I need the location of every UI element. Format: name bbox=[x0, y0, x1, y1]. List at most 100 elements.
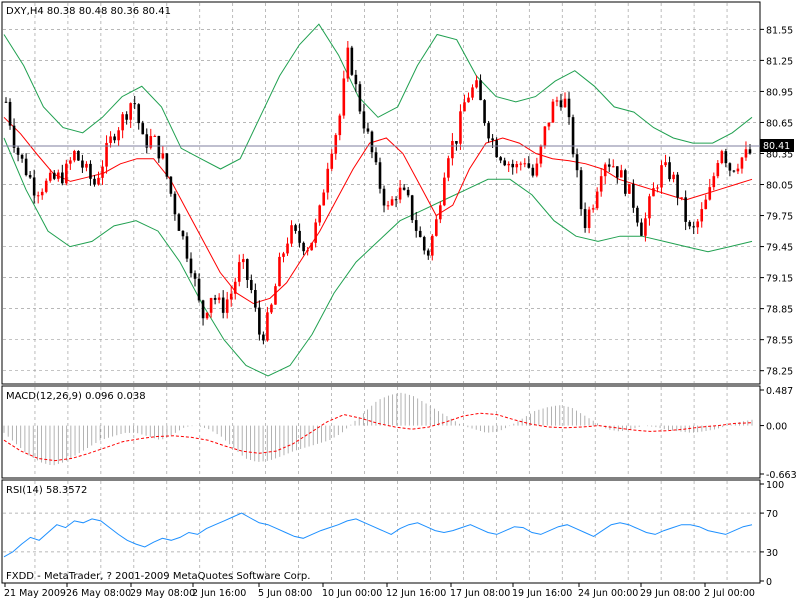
candle-body bbox=[652, 188, 655, 197]
x-tick-label: 29 May 08:00 bbox=[130, 588, 195, 599]
candle-body bbox=[310, 242, 313, 251]
y-tick-label: 78.85 bbox=[766, 305, 793, 316]
candle-body bbox=[322, 192, 326, 206]
candle-body bbox=[386, 205, 390, 207]
candle-body bbox=[406, 189, 410, 196]
y-tick-label: 100 bbox=[766, 480, 784, 491]
candle-body bbox=[708, 187, 712, 200]
candle-body bbox=[491, 138, 494, 141]
bollinger-upper-line bbox=[3, 23, 753, 170]
candle-body bbox=[282, 253, 285, 257]
candle-body bbox=[479, 80, 482, 101]
candle-body bbox=[358, 84, 362, 112]
moving-average bbox=[3, 116, 753, 305]
candle-body bbox=[137, 104, 141, 124]
candle-body bbox=[40, 191, 44, 196]
candle-body bbox=[56, 172, 60, 179]
x-tick-label: 10 Jun 00:00 bbox=[322, 588, 382, 599]
candle-body bbox=[36, 195, 40, 197]
candle-body bbox=[153, 135, 157, 137]
candle-body bbox=[318, 205, 321, 223]
candle-body bbox=[571, 117, 575, 155]
candle-body bbox=[483, 100, 486, 124]
candle-body bbox=[69, 160, 72, 164]
candle-body bbox=[93, 178, 96, 185]
candle-body bbox=[229, 293, 233, 300]
candle-body bbox=[113, 136, 116, 141]
candle-body bbox=[531, 167, 535, 176]
candle-body bbox=[426, 250, 430, 256]
candle-body bbox=[587, 209, 591, 228]
candle-body bbox=[551, 101, 555, 123]
x-tick-label: 5 Jun 08:00 bbox=[258, 588, 312, 599]
candle-body bbox=[696, 221, 700, 228]
candle-body bbox=[519, 163, 523, 165]
candle-body bbox=[101, 166, 104, 178]
candle-body bbox=[366, 128, 370, 132]
candle-body bbox=[688, 221, 691, 227]
y-tick-label: 80.35 bbox=[766, 149, 793, 160]
candle-body bbox=[250, 279, 253, 291]
candle-body bbox=[672, 174, 675, 180]
macd-pane[interactable] bbox=[1, 385, 761, 479]
candle-body bbox=[161, 153, 165, 159]
price-pane[interactable] bbox=[1, 1, 761, 385]
candle-body bbox=[125, 114, 128, 120]
candle-body bbox=[620, 170, 623, 178]
rsi-pane-title: RSI(14) 58.3572 bbox=[6, 485, 87, 496]
candle-body bbox=[559, 100, 563, 108]
candle-body bbox=[77, 150, 80, 161]
macd-signal-line bbox=[3, 412, 753, 462]
candle-body bbox=[422, 237, 426, 251]
candle-body bbox=[547, 122, 551, 127]
y-tick-label: 81.55 bbox=[766, 25, 793, 36]
candle-body bbox=[668, 162, 671, 180]
candle-body bbox=[684, 197, 687, 222]
candle-body bbox=[656, 187, 659, 189]
y-tick-label: 79.45 bbox=[766, 243, 793, 254]
candle-body bbox=[644, 218, 647, 236]
candle-body bbox=[615, 166, 619, 178]
candle-body bbox=[354, 74, 358, 85]
candle-body bbox=[736, 168, 740, 172]
moving-average-line bbox=[3, 116, 753, 305]
candle-body bbox=[591, 208, 595, 210]
copyright-text: FXDD - MetaTrader, ? 2001-2009 MetaQuote… bbox=[6, 571, 310, 582]
candle-body bbox=[85, 163, 88, 168]
candle-body bbox=[294, 225, 297, 231]
candle-body bbox=[503, 160, 506, 166]
candle-body bbox=[334, 135, 338, 154]
candle-body bbox=[173, 193, 177, 215]
candle-body bbox=[539, 145, 543, 164]
candle-body bbox=[439, 205, 442, 220]
candle-body bbox=[555, 100, 559, 102]
candle-body bbox=[338, 115, 342, 136]
candle-body bbox=[704, 199, 708, 210]
candle-body bbox=[374, 152, 378, 163]
candle-body bbox=[716, 163, 720, 177]
candle-body bbox=[575, 154, 579, 171]
candle-body bbox=[274, 286, 277, 305]
candle-body bbox=[435, 219, 438, 236]
candle-body bbox=[121, 114, 124, 131]
candle-body bbox=[676, 174, 679, 198]
macd-series bbox=[3, 392, 753, 466]
candle-body bbox=[603, 164, 607, 177]
candle-body bbox=[467, 97, 470, 103]
candle-body bbox=[567, 98, 571, 118]
candle-body bbox=[499, 157, 502, 161]
rsi-pane[interactable] bbox=[1, 479, 761, 584]
candle-body bbox=[133, 103, 136, 105]
candle-body bbox=[748, 149, 752, 154]
candle-body bbox=[169, 176, 173, 194]
candle-body bbox=[595, 191, 599, 209]
candle-body bbox=[535, 163, 539, 176]
candle-body bbox=[402, 187, 406, 190]
candle-body bbox=[266, 312, 269, 341]
candle-body bbox=[527, 163, 531, 168]
candle-body bbox=[583, 209, 587, 228]
candle-body bbox=[61, 172, 64, 184]
